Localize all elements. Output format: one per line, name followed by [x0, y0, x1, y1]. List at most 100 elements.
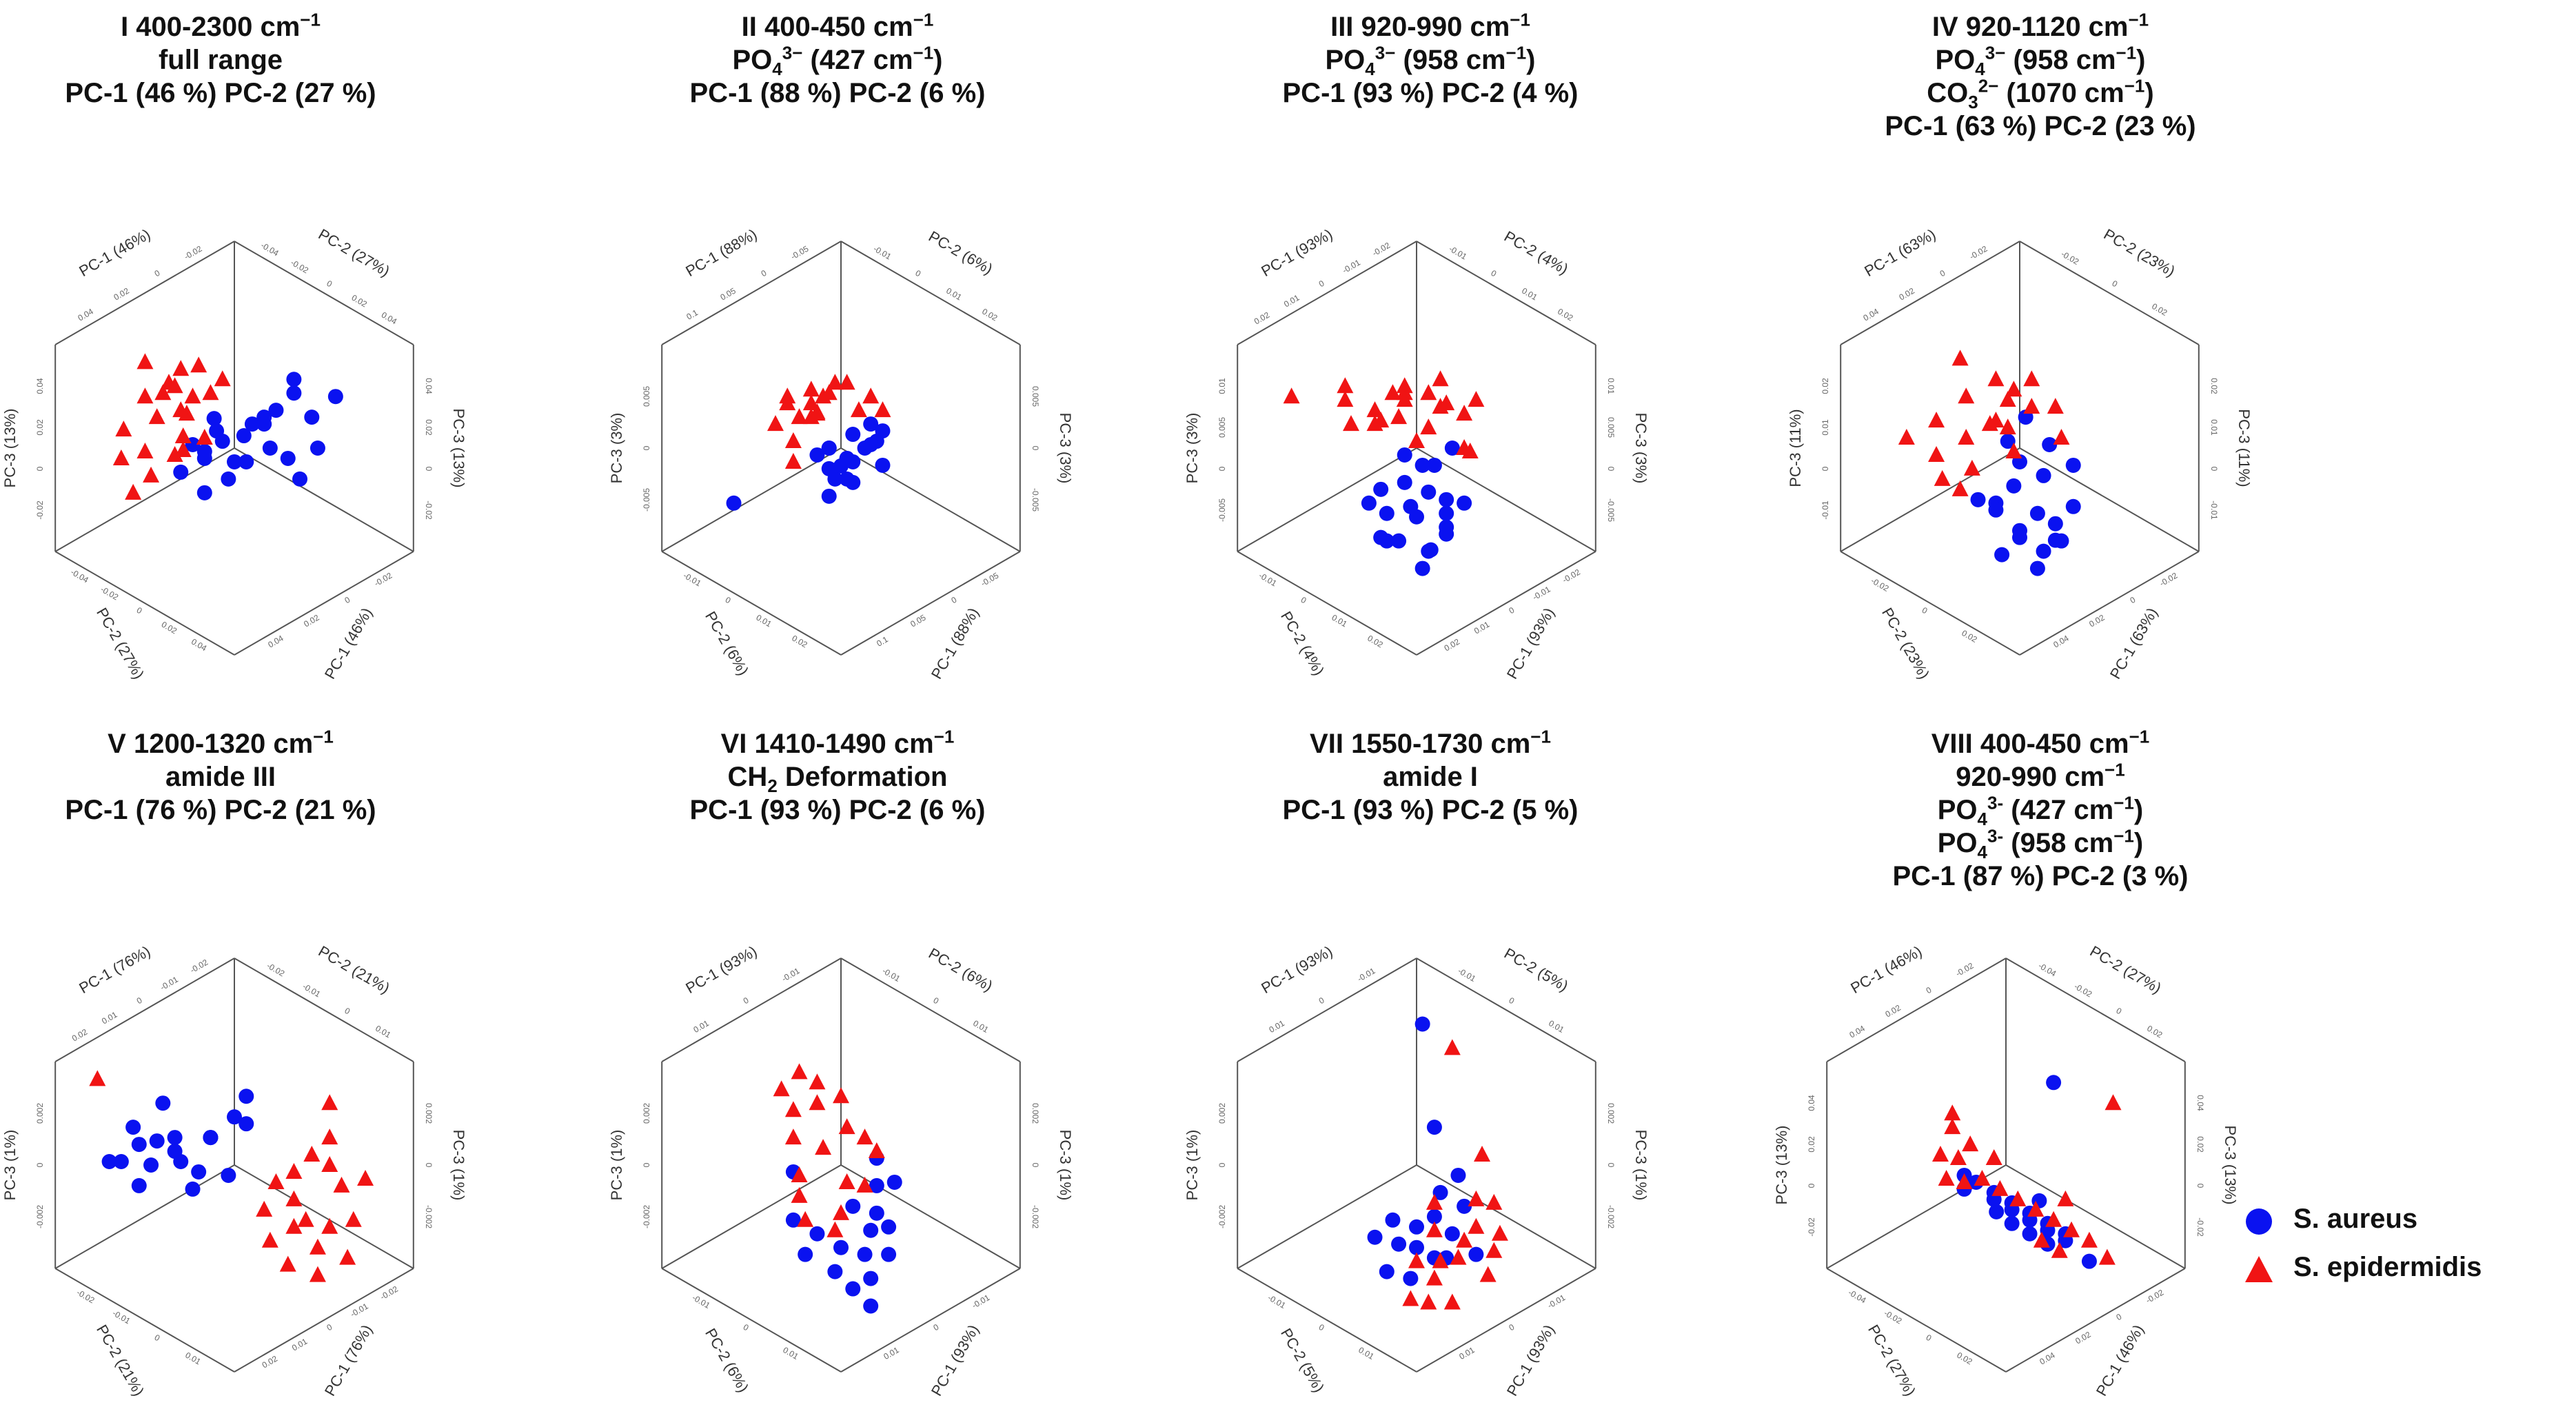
series-s-epidermidis: [773, 1063, 885, 1237]
tick-label: 0: [343, 1006, 352, 1017]
data-point: [845, 427, 861, 443]
axis-label-pc3: PC-3 (11%): [1787, 409, 1804, 487]
tick-label: 0.02: [980, 307, 1000, 323]
tick-label: 0.02: [424, 419, 434, 436]
cube-edge: [661, 447, 842, 552]
title-segment: 4: [1977, 809, 1988, 829]
data-point: [136, 442, 154, 458]
data-point: [261, 1231, 278, 1248]
axis-label-pc1: PC-1 (93%): [1503, 605, 1558, 682]
data-point: [2063, 1221, 2080, 1237]
legend-label-s-epidermidis: S. epidermidis: [2293, 1252, 2482, 1282]
tick-label: 0.02: [112, 285, 132, 302]
data-point: [1426, 457, 1442, 473]
tick-label: 0.04: [2038, 1350, 2057, 1366]
title-segment: Deformation: [777, 762, 948, 792]
data-point: [191, 1164, 207, 1180]
tick-label: -0.01: [872, 244, 893, 262]
tick-label: 0.04: [1807, 1095, 1816, 1111]
data-point: [1439, 505, 1454, 521]
data-point: [357, 1169, 374, 1186]
data-point: [1402, 1290, 1419, 1306]
tick-label: 0.02: [1898, 285, 1917, 302]
axis-label-pc2: PC-2 (23%): [1878, 605, 1933, 682]
data-point: [791, 1063, 808, 1080]
title-line: PO43− (958 cm−1): [1210, 43, 1651, 78]
data-point: [1485, 1242, 1503, 1258]
data-point: [297, 1211, 314, 1227]
axis-label-pc1: PC-1 (93%): [1503, 1322, 1558, 1399]
title-line: CH2 Deformation: [617, 760, 1058, 795]
data-point: [868, 1142, 885, 1159]
legend-label-s-aureus: S. aureus: [2293, 1204, 2418, 1234]
title-segment: −1: [2113, 792, 2134, 813]
data-point: [203, 1130, 219, 1146]
tick-label: 0: [932, 1322, 941, 1333]
tick-label: -0.01: [1341, 257, 1362, 275]
data-point: [1461, 442, 1479, 458]
tick-label: 0.01: [1217, 378, 1227, 394]
axis-label-pc2: PC-2 (23%): [2101, 225, 2178, 280]
data-point: [2023, 398, 2040, 414]
axis-label-pc3: PC-3 (3%): [1632, 413, 1650, 484]
data-point: [809, 1226, 825, 1242]
data-point: [143, 466, 160, 483]
data-point: [1898, 429, 1915, 445]
data-point: [143, 1157, 159, 1173]
series-s-epidermidis: [1931, 1094, 2122, 1265]
axis-label-pc3: PC-3 (11%): [2235, 409, 2253, 487]
title-segment: 3−: [1985, 42, 2006, 63]
pca-3d-scatter: 0.1 0.05 0 -0.05 -0.01 0 0.01 0.02 0.005 0 -0.005 0…: [608, 225, 1074, 682]
data-point: [196, 429, 213, 445]
tick-label: 0.01: [1268, 1018, 1287, 1035]
axis-label-pc2: PC-2 (5%): [1501, 944, 1571, 995]
data-point: [155, 1095, 171, 1111]
data-point: [815, 387, 832, 404]
data-point: [345, 1211, 362, 1227]
legend-triangle: [2245, 1256, 2273, 1282]
title-line: PO43− (958 cm−1): [1820, 42, 2261, 79]
cube-edge: [1416, 958, 1596, 1062]
data-point: [869, 1177, 884, 1193]
data-point: [1397, 447, 1412, 463]
data-point: [838, 1173, 855, 1189]
data-point: [1944, 1104, 1961, 1121]
title-segment: 3−: [782, 42, 803, 63]
data-point: [826, 1221, 844, 1237]
series-s-aureus: [1361, 441, 1472, 576]
title-segment: full range: [158, 45, 283, 75]
title-line: PC-1 (46 %) PC-2 (27 %): [0, 77, 441, 110]
tick-label: -0.04: [2037, 961, 2058, 979]
data-point: [1373, 529, 1389, 545]
axis-label-pc1: PC-1 (88%): [682, 225, 760, 280]
axis-label-pc3: PC-3 (13%): [1, 409, 19, 488]
data-point: [112, 449, 130, 465]
tick-label: 0: [949, 595, 958, 606]
cube-edge: [661, 1268, 842, 1373]
tick-label: 0.01: [1282, 292, 1301, 309]
cube-edge: [1237, 241, 1417, 345]
title-segment: PO: [1937, 795, 1978, 825]
tick-label: -0.02: [1807, 1217, 1816, 1237]
data-point: [2057, 1190, 2074, 1206]
title-line: II 400-450 cm−1: [617, 10, 1058, 43]
tick-label: 0: [1925, 985, 1934, 996]
data-point: [2045, 1211, 2062, 1227]
tick-label: 0: [1217, 466, 1227, 471]
data-point: [2042, 437, 2058, 453]
title-line: PC-1 (76 %) PC-2 (21 %): [0, 793, 441, 827]
tick-label: 0.02: [2073, 1329, 2093, 1346]
data-point: [1443, 1039, 1461, 1055]
tick-label: 0.04: [2195, 1095, 2205, 1111]
tick-label: 0.01: [1821, 419, 1830, 436]
axis-label-pc3: PC-3 (13%): [1773, 1126, 1790, 1205]
chart-title: V 1200-1320 cm−1 amide III PC-1 (76 %) PC-…: [0, 727, 441, 827]
title-segment: −1: [2116, 42, 2137, 63]
title-segment: 4: [1975, 59, 1985, 79]
title-segment: (427 cm: [802, 45, 913, 75]
title-segment: (958 cm: [2005, 45, 2116, 75]
legend-item-s-epidermidis: S. epidermidis: [2244, 1248, 2575, 1296]
data-point: [2080, 1231, 2098, 1248]
data-point: [797, 1211, 814, 1227]
title-segment: ): [2136, 45, 2146, 75]
